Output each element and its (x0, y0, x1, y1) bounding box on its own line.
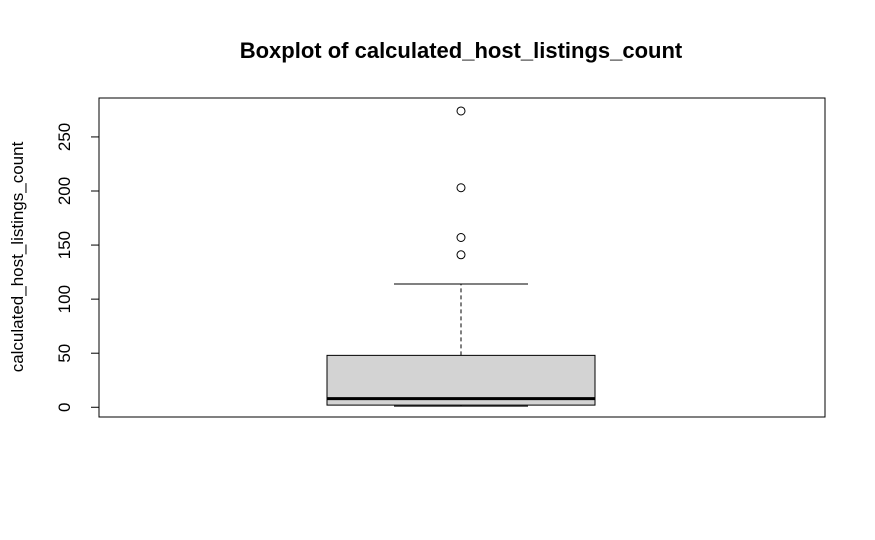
outlier-point (456, 106, 466, 116)
iqr-box (326, 354, 596, 406)
y-axis: 0 50 100 150 200 250 (55, 123, 100, 412)
y-tick-label-100: 100 (55, 285, 74, 313)
y-tick-label-150: 150 (55, 231, 74, 259)
outlier-point (456, 250, 466, 260)
y-tick-label-50: 50 (55, 344, 74, 363)
y-tick-label-0: 0 (55, 403, 74, 412)
outlier-point (456, 183, 466, 193)
outlier-point (456, 232, 466, 242)
box-group (326, 106, 596, 407)
y-tick-label-250: 250 (55, 123, 74, 151)
y-tick-label-200: 200 (55, 177, 74, 205)
chart-title: Boxplot of calculated_host_listings_coun… (240, 38, 683, 63)
y-axis-label: calculated_host_listings_count (8, 141, 27, 372)
